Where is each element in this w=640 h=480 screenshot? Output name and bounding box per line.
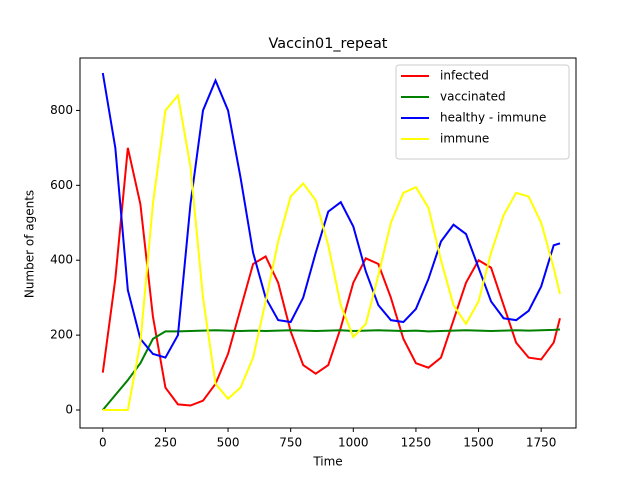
x-tick-label: 0 [99, 436, 107, 450]
legend-box [395, 64, 570, 160]
series-line [101, 72, 561, 359]
x-tick-label: 1750 [526, 436, 557, 450]
series-line [102, 93, 561, 412]
x-tick-label: 1500 [463, 436, 494, 450]
chart-title: Vaccin01_repeat [269, 36, 388, 52]
series-line [101, 147, 561, 407]
x-axis-label: Time [312, 455, 342, 469]
y-tick-label: 800 [50, 103, 73, 117]
plot-frame [79, 57, 577, 429]
y-axis-label: Number of agents [23, 190, 37, 298]
x-tick-label: 1250 [401, 436, 432, 450]
y-tick-label: 200 [50, 328, 73, 342]
legend-label: healthy - immune [440, 111, 546, 125]
y-tick-label: 400 [50, 253, 73, 267]
legend-label: immune [440, 132, 489, 146]
legend-label: vaccinated [440, 90, 506, 104]
x-tick-label: 1000 [338, 436, 369, 450]
y-tick-label: 0 [65, 403, 73, 417]
y-tick-label: 600 [50, 178, 73, 192]
x-tick-label: 250 [154, 436, 177, 450]
legend-label: infected [440, 69, 489, 83]
series-line [102, 328, 561, 411]
x-tick-label: 750 [279, 436, 302, 450]
x-tick-label: 500 [217, 436, 240, 450]
